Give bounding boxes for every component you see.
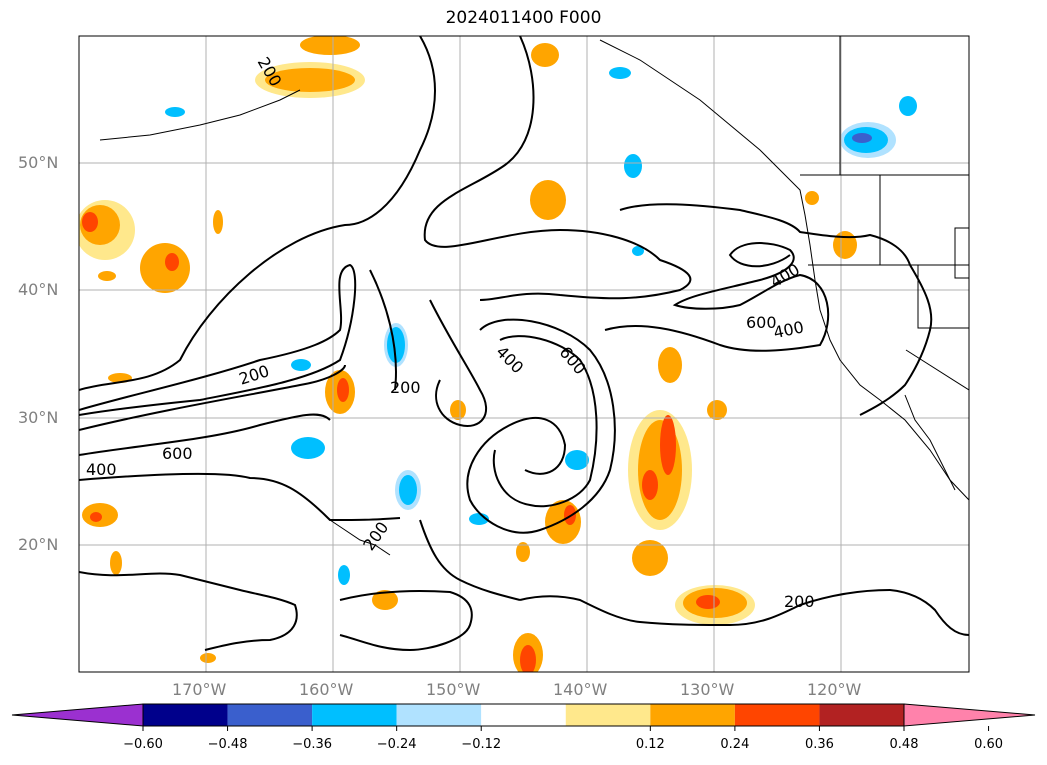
lat-label: 40°N <box>18 280 59 299</box>
map-title: 2024011400 F000 <box>445 8 602 28</box>
colorbar-segment <box>312 704 397 726</box>
lon-label: 130°W <box>680 680 735 699</box>
map-frame <box>78 35 970 673</box>
lon-label: 140°W <box>553 680 608 699</box>
colorbar-tick-label: 0.12 <box>635 737 665 752</box>
contour-label: 200 <box>784 592 815 611</box>
colorbar-tick-label: 0.24 <box>720 737 750 752</box>
colorbar-tick-label: −0.48 <box>207 737 248 752</box>
negative-anomaly-shading <box>165 67 917 585</box>
colorbar-segment <box>227 704 313 726</box>
colorbar-outline <box>142 703 905 727</box>
contour-label: 400 <box>86 460 117 479</box>
lon-label: 170°W <box>172 680 227 699</box>
colorbar-tick-label: 0.36 <box>804 737 834 752</box>
lon-label: 150°W <box>426 680 481 699</box>
colorbar-segment <box>650 704 735 726</box>
colorbar-tick-label: −0.12 <box>461 737 502 752</box>
lat-label: 50°N <box>18 153 59 172</box>
lon-label: 120°W <box>807 680 862 699</box>
colorbar <box>11 703 1036 731</box>
contour-label: 200 <box>390 378 421 397</box>
colorbar-segment <box>143 704 228 726</box>
lon-label: 160°W <box>299 680 354 699</box>
contour-label: 600 <box>162 444 193 463</box>
colorbar-segment <box>565 704 651 726</box>
lat-label: 30°N <box>18 408 59 427</box>
colorbar-tick-label: 0.48 <box>889 737 919 752</box>
contour-label: 600 <box>746 313 777 332</box>
colorbar-tick-label: 0.60 <box>974 737 1004 752</box>
colorbar-tick-label: −0.36 <box>292 737 333 752</box>
lat-label: 20°N <box>18 535 59 554</box>
colorbar-extension-high <box>903 703 1036 727</box>
contour-label: 600 <box>556 343 590 379</box>
colorbar-tick-label: −0.24 <box>376 737 417 752</box>
coastlines <box>99 36 969 556</box>
colorbar-tick-label: −0.60 <box>123 737 163 752</box>
contour-label: 400 <box>492 342 527 377</box>
colorbar-segment <box>481 704 566 726</box>
colorbar-extension-low <box>11 703 144 727</box>
colorbar-segment <box>734 704 820 726</box>
colorbar-segment <box>396 704 482 726</box>
contour-label: 200 <box>359 518 392 554</box>
colorbar-segment <box>819 704 904 726</box>
contour-label: 400 <box>772 317 806 342</box>
positive-anomaly-shading <box>79 36 857 672</box>
height-contours <box>79 36 969 652</box>
map-gridlines <box>79 36 969 672</box>
